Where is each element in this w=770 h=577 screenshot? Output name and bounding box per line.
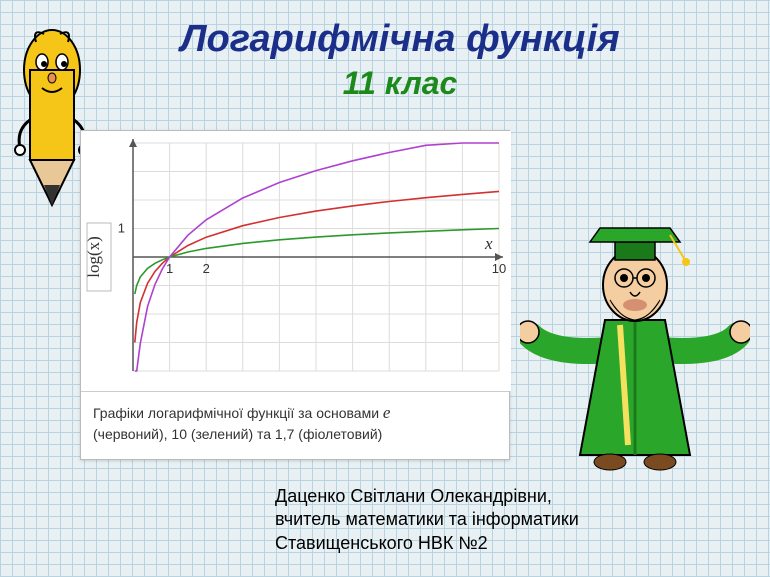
main-title: Логарифмічна функція — [130, 18, 670, 61]
svg-text:1: 1 — [166, 261, 173, 276]
author-line-2: вчитель математики та інформатики — [275, 508, 695, 531]
graduate-illustration — [520, 200, 750, 480]
svg-text:1: 1 — [118, 221, 125, 236]
sub-title: 11 клас — [130, 65, 670, 102]
svg-text:10: 10 — [492, 261, 506, 276]
author-line-3: Ставищенського НВК №2 — [275, 532, 695, 555]
caption-post: (червоний), 10 (зелений) та 1,7 (фіолето… — [93, 426, 382, 442]
log-chart-plot: 12101xlog(x) — [81, 131, 509, 391]
author-line-1: Даценко Світлани Олекандрівни, — [275, 485, 695, 508]
title-block: Логарифмічна функція 11 клас — [130, 18, 670, 102]
log-chart-panel: 12101xlog(x) Графіки логарифмічної функц… — [80, 130, 510, 460]
svg-text:x: x — [484, 234, 493, 253]
author-block: Даценко Світлани Олекандрівни, вчитель м… — [275, 485, 695, 555]
caption-e: e — [383, 403, 391, 422]
chart-caption: Графіки логарифмічної функції за основам… — [81, 391, 509, 454]
caption-pre: Графіки логарифмічної функції за основам… — [93, 405, 383, 421]
svg-text:2: 2 — [203, 261, 210, 276]
